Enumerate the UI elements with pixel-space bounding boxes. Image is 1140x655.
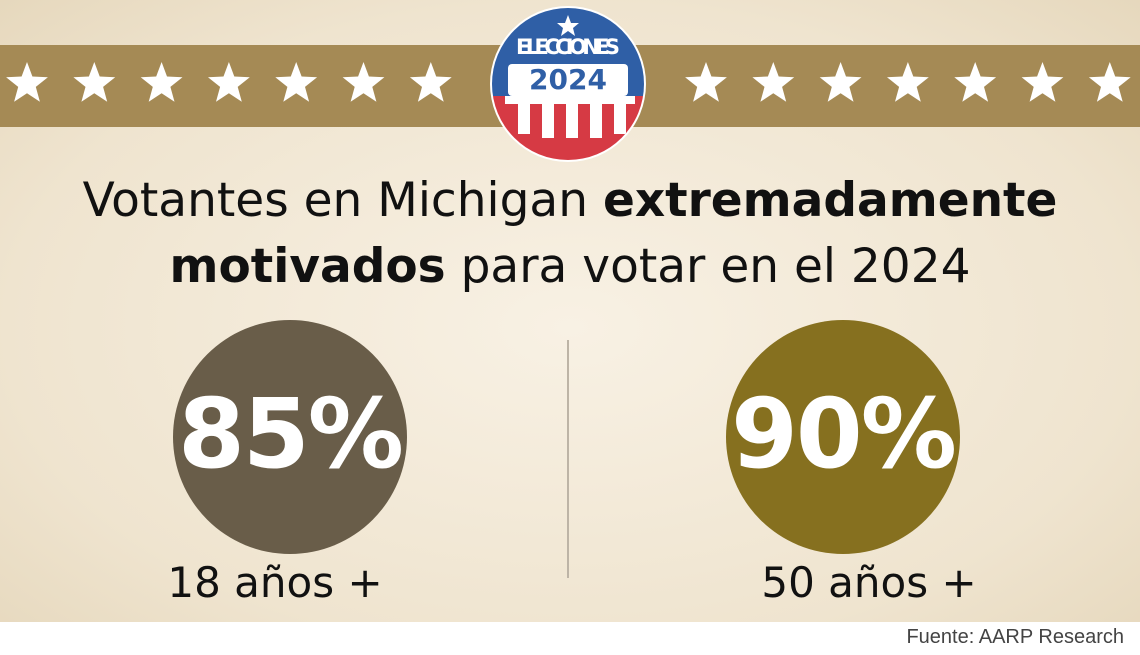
badge-year: 2024 — [529, 63, 607, 96]
title-part: para votar en el 2024 — [460, 239, 971, 294]
title: Votantes en Michigan extremadamente moti… — [60, 168, 1080, 300]
footer: Fuente: AARP Research — [0, 622, 1140, 655]
source: Fuente: AARP Research — [906, 626, 1124, 648]
star — [752, 62, 795, 102]
title-part: extremadamente motivados — [169, 173, 1058, 294]
star — [1021, 62, 1064, 102]
title-part: Votantes en Michigan — [82, 173, 589, 228]
star — [275, 62, 318, 102]
stat-value: 85% — [178, 378, 404, 490]
star — [208, 62, 250, 102]
stat-circle — [173, 320, 407, 554]
stat-label: 18 años + — [167, 558, 383, 607]
star — [887, 62, 929, 102]
star — [685, 62, 727, 102]
star — [1088, 62, 1131, 102]
stat-value: 90% — [731, 378, 957, 490]
star — [6, 62, 48, 102]
badge-label: ELECCIONES — [516, 35, 620, 59]
star — [342, 62, 385, 102]
star — [954, 62, 997, 102]
star — [409, 62, 452, 102]
badge: ELECCIONES 2024 — [490, 6, 646, 162]
star — [73, 62, 116, 102]
star — [819, 62, 862, 102]
star — [140, 62, 183, 102]
stat-label: 50 años + — [761, 558, 977, 607]
stat-circle — [726, 320, 960, 554]
